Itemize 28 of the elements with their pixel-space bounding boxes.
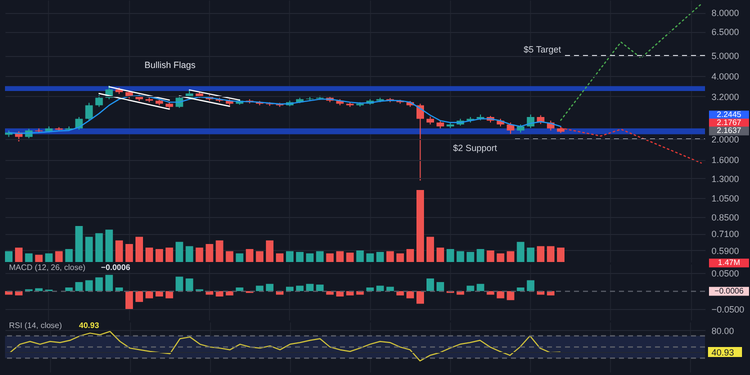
y-tick-label: 80.00 (712, 326, 734, 336)
ref-line-label: −0.0006 (714, 286, 744, 296)
y-tick-label: 1.3000 (712, 174, 740, 184)
y-tick-label: −0.0500 (712, 304, 744, 315)
text: 2.1637 (716, 126, 742, 135)
text: 2.1767 (716, 118, 742, 127)
y-tick-label: 1.6000 (712, 155, 740, 166)
y-tick-label: 40.93 (712, 348, 734, 358)
text: 1.47M (718, 258, 740, 267)
y-tick-label: 8.0000 (712, 8, 740, 18)
annotation: Bullish Flags (144, 60, 196, 70)
chart-subtitle: 40.93 (79, 321, 100, 330)
y-tick-label: 4.0000 (712, 71, 740, 82)
chart-title: RSI (14, close) (9, 321, 62, 330)
y-tick-label: 1.0500 (712, 193, 740, 204)
text: 2.2445 (716, 110, 742, 119)
y-tick-label: 0.5900 (712, 246, 740, 256)
y-tick-label: 3.2000 (712, 92, 740, 102)
y-tick-label: 0.0500 (712, 268, 740, 279)
ref-line-label: $5 Target (524, 44, 562, 55)
ref-line-label: $2 Support (452, 143, 498, 154)
y-tick-label: 0.8500 (712, 212, 740, 223)
y-tick-label: 0.7100 (712, 229, 740, 240)
y-tick-label: 5.0000 (712, 51, 740, 62)
chart-title: MACD (12, 26, close) (9, 263, 86, 272)
y-tick-label: 2.0000 (712, 134, 740, 145)
chart-subtitle: −0.0006 (101, 263, 131, 272)
y-tick-label: 6.5000 (712, 27, 740, 38)
